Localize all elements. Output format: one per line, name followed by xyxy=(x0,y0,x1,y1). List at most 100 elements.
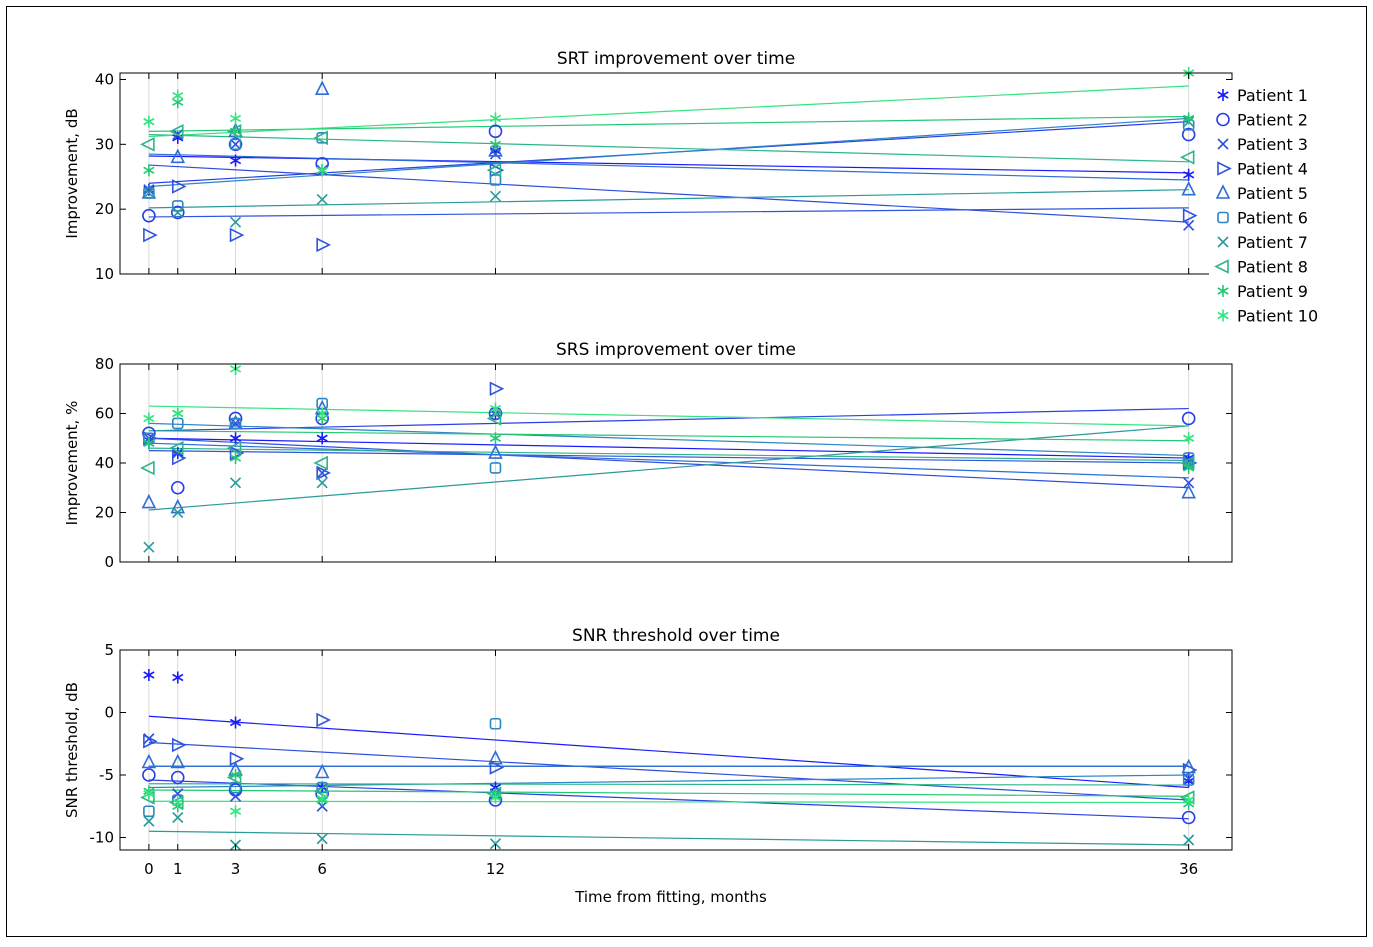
data-point xyxy=(1183,432,1195,445)
data-point xyxy=(316,712,331,728)
y-tick-label: -5 xyxy=(99,766,114,784)
data-point xyxy=(1179,149,1195,165)
trend-line xyxy=(148,85,1189,138)
legend-item: Patient 9 xyxy=(1217,282,1308,301)
data-point xyxy=(488,444,503,459)
y-tick-label: 30 xyxy=(95,135,114,153)
data-point xyxy=(229,445,245,461)
data-point xyxy=(313,130,328,146)
data-point xyxy=(489,838,502,850)
data-point xyxy=(228,137,243,152)
data-point xyxy=(143,733,158,749)
legend-label: Patient 3 xyxy=(1237,135,1308,154)
data-point xyxy=(226,124,242,139)
data-point xyxy=(1181,758,1196,774)
legend-label: Patient 7 xyxy=(1237,233,1308,252)
y-tick-label: 40 xyxy=(95,70,114,88)
legend-label: Patient 1 xyxy=(1237,86,1308,105)
data-point xyxy=(170,148,186,164)
plot-area xyxy=(120,73,1232,274)
legend-marker xyxy=(1216,112,1230,127)
data-point xyxy=(171,450,187,466)
y-axis-label: Improvement, dB xyxy=(63,108,81,238)
trend-line xyxy=(148,425,1189,511)
y-tick-label: 20 xyxy=(95,200,114,218)
series-markers xyxy=(140,411,1195,476)
axes-box xyxy=(119,649,1233,851)
data-point xyxy=(143,815,155,827)
data-point xyxy=(489,432,502,445)
data-point xyxy=(316,193,328,206)
x-tick-label: 3 xyxy=(231,860,241,878)
data-point xyxy=(1181,180,1196,196)
data-point xyxy=(1183,168,1195,181)
series-markers xyxy=(143,96,1195,177)
data-point xyxy=(316,477,328,489)
data-point xyxy=(1181,127,1196,142)
data-point xyxy=(229,417,242,429)
data-point xyxy=(489,162,505,178)
data-point xyxy=(171,200,184,212)
y-axis-label: Improvement, % xyxy=(63,401,81,526)
data-point xyxy=(140,137,155,152)
data-point xyxy=(1181,483,1196,499)
data-point xyxy=(488,749,503,765)
legend-marker xyxy=(1217,161,1232,176)
data-point xyxy=(170,770,185,785)
legend-box xyxy=(1209,80,1334,337)
data-point xyxy=(172,811,184,824)
y-tick-label: -10 xyxy=(90,829,115,847)
data-point xyxy=(229,805,242,818)
trend-line xyxy=(148,450,1189,464)
data-point xyxy=(172,407,184,420)
legend-label: Patient 6 xyxy=(1237,209,1308,228)
data-point xyxy=(316,237,331,253)
trend-line xyxy=(148,189,1189,209)
data-point xyxy=(489,462,502,474)
data-point xyxy=(143,115,155,128)
data-point xyxy=(229,112,242,125)
data-point xyxy=(1179,455,1195,471)
series-markers xyxy=(143,381,1198,481)
legend-marker xyxy=(1217,211,1229,224)
data-point xyxy=(143,805,155,818)
x-tick-label: 12 xyxy=(486,860,505,878)
legend-item: Patient 3 xyxy=(1217,135,1308,154)
data-point xyxy=(489,402,502,415)
legend-marker xyxy=(1217,236,1229,248)
trend-line xyxy=(148,407,1189,432)
data-point xyxy=(229,781,242,794)
data-point xyxy=(140,460,155,476)
legend-marker xyxy=(1217,89,1229,101)
data-point xyxy=(170,480,185,495)
data-point xyxy=(316,467,328,479)
data-point xyxy=(229,716,242,729)
data-point xyxy=(229,138,242,150)
trend-line xyxy=(148,442,1189,479)
x-tick-label: 0 xyxy=(144,860,154,878)
legend-marker xyxy=(1215,184,1231,199)
legend-item: Patient 1 xyxy=(1217,86,1308,105)
data-point xyxy=(489,112,502,125)
data-point xyxy=(229,138,242,151)
data-point xyxy=(172,89,184,102)
legend-label: Patient 10 xyxy=(1237,307,1318,326)
chart-title: SRS improvement over time xyxy=(556,340,796,360)
data-point xyxy=(316,792,328,805)
data-point xyxy=(143,227,158,243)
legend-item: Patient 6 xyxy=(1217,209,1308,228)
data-point xyxy=(229,452,242,465)
legend-item: Patient 5 xyxy=(1215,184,1308,203)
data-point xyxy=(168,124,184,139)
panel-1: 10 20 30 40 SRT improvement over time Improve… xyxy=(63,49,1233,283)
legend-marker xyxy=(1214,259,1229,274)
data-point xyxy=(143,164,155,177)
data-point xyxy=(172,506,184,519)
data-point xyxy=(142,208,156,223)
x-tick-label: 6 xyxy=(317,860,327,878)
data-point xyxy=(316,800,328,812)
data-point xyxy=(314,763,330,779)
data-point xyxy=(489,791,502,804)
